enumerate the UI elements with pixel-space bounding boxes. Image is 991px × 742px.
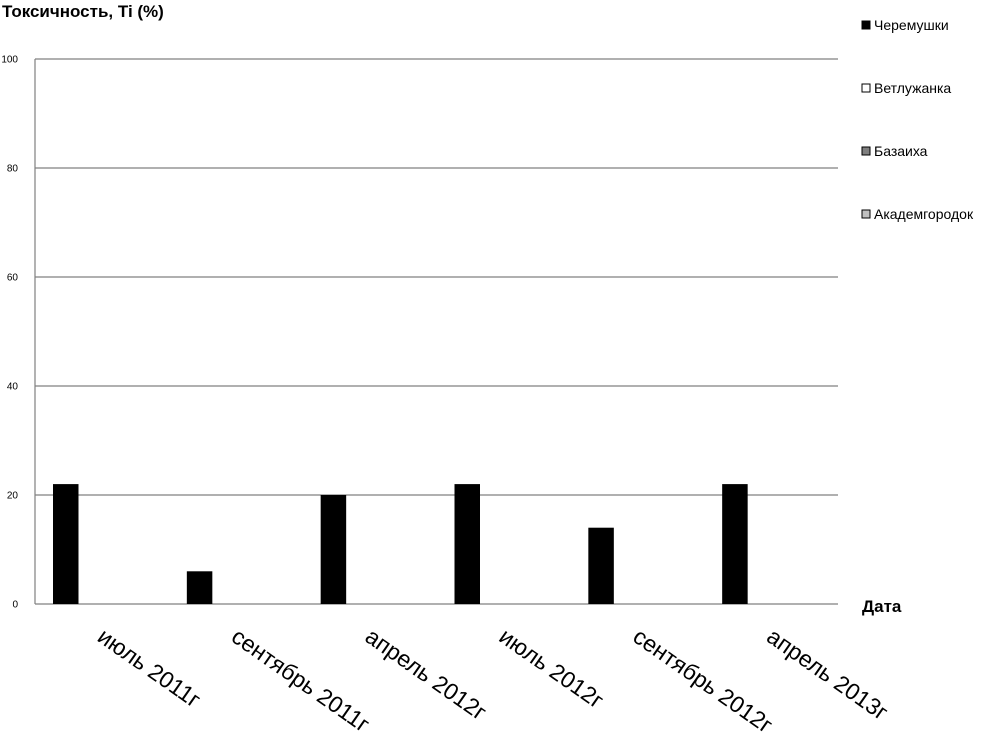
y-tick-label: 60 <box>7 273 19 284</box>
legend-swatch <box>861 209 871 219</box>
bar-0-0 <box>53 484 79 604</box>
grid-lines <box>34 58 838 605</box>
bar-4-0 <box>588 527 614 604</box>
bar-3-0 <box>454 484 480 604</box>
bar-2-0 <box>320 495 347 604</box>
legend-label: Ветлужанка <box>874 80 951 96</box>
category-label: апрель 2012г <box>361 623 492 725</box>
category-label: июль 2011г <box>93 623 206 713</box>
y-tick-label: 80 <box>7 164 19 175</box>
y-tick-label: 40 <box>7 382 19 393</box>
category-label: июль 2012г <box>495 623 609 714</box>
y-axis-title: Токсичность, Ti (%) <box>2 2 164 21</box>
legend-label: Черемушки <box>874 17 949 33</box>
category-label: сентябрь 2011г <box>227 623 375 737</box>
category-label: сентябрь 2012г <box>628 623 777 738</box>
y-tick-labels: 0 20 40 60 80 100 <box>1 55 18 611</box>
legend-label: Академгородок <box>874 206 974 222</box>
bar-1-0 <box>186 571 213 604</box>
legend-swatch <box>861 20 871 30</box>
legend: Черемушки Ветлужанка Базаиха Академгородок <box>861 17 974 222</box>
legend-label: Базаиха <box>874 143 928 159</box>
y-tick-label: 20 <box>7 491 19 502</box>
legend-swatch <box>861 83 871 93</box>
x-axis-title: Дата <box>862 597 902 616</box>
y-tick-label: 100 <box>1 55 18 66</box>
category-label: апрель 2013г <box>762 623 893 725</box>
legend-swatch <box>861 146 871 156</box>
bar-5-0 <box>722 484 748 604</box>
bars <box>53 484 748 604</box>
y-tick-label: 0 <box>12 600 18 611</box>
